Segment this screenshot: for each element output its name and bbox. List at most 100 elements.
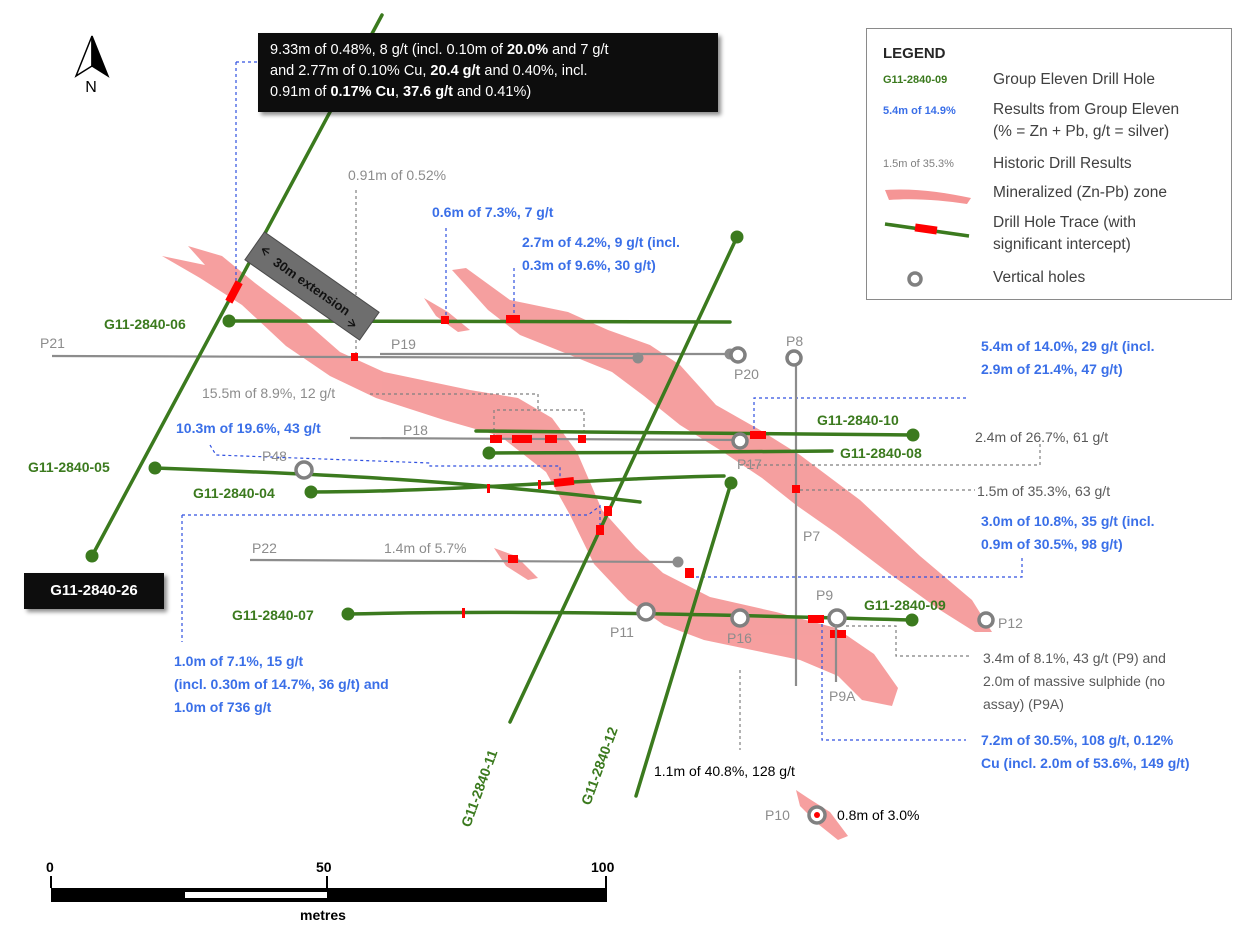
historic-result-h3: 2.4m of 26.7%, 61 g/t: [975, 429, 1108, 445]
intercept-12: [685, 568, 694, 578]
label-p48: P48: [262, 448, 287, 464]
label-p10: P10: [765, 807, 790, 823]
intercept-04-b: [487, 484, 490, 493]
result-r7-line1: 7.2m of 30.5%, 108 g/t, 0.12%: [981, 732, 1174, 748]
hole-g11-2840-07-trace: [346, 610, 914, 622]
legend-key-historic: 1.5m of 35.3%: [883, 158, 954, 170]
label-g11-2840-07: G11-2840-07: [232, 607, 314, 623]
historic-result-h8: 0.8m of 3.0%: [837, 807, 920, 823]
vertical-hole-p9: [827, 608, 847, 628]
legend-desc-historic: Historic Drill Results: [993, 155, 1132, 172]
historic-result-h2: 15.5m of 8.9%, 12 g/t: [202, 385, 335, 401]
intercept-11-a: [604, 506, 612, 516]
label-g11-2840-04: G11-2840-04: [193, 485, 275, 501]
historic-result-h6-line2: 2.0m of massive sulphide (no: [983, 673, 1165, 689]
drill-trace-swatch-icon: [884, 222, 970, 238]
vertical-hole-p11: [636, 602, 656, 622]
collar-g11-2840-11: [730, 230, 744, 244]
vertical-holes: [294, 346, 995, 825]
hole-p22-trace: [249, 558, 679, 564]
intercept-10: [750, 431, 766, 439]
label-p18: P18: [403, 422, 428, 438]
callout-line-3: 0.91m of 0.17% Cu, 37.6 g/t and 0.41%): [270, 84, 532, 100]
intercept-p9a: [830, 630, 846, 638]
historic-result-h4: 1.5m of 35.3%, 63 g/t: [977, 483, 1110, 499]
collar-g11-2840-10: [906, 428, 920, 442]
vertical-hole-p17: [731, 432, 749, 450]
callout-line-2: and 2.77m of 0.10% Cu, 20.4 g/t and 0.40…: [270, 63, 588, 79]
scale-bar: [50, 876, 607, 902]
legend-desc-mineralized: Mineralized (Zn-Pb) zone: [993, 184, 1168, 201]
intercept-p18-a: [490, 435, 502, 443]
label-p8: P8: [786, 333, 803, 349]
result-r7-line2: Cu (incl. 2.0m of 53.6%, 149 g/t): [981, 755, 1190, 771]
label-p12: P12: [998, 615, 1023, 631]
legend-desc-vertical: Vertical holes: [993, 269, 1086, 286]
label-g11-2840-05: G11-2840-05: [28, 459, 110, 475]
scale-tick-0: 0: [46, 859, 54, 875]
legend-desc-results-2: (% = Zn + Pb, g/t = silver): [993, 123, 1170, 140]
mineralized-zones: [162, 246, 992, 840]
collar-g11-2840-05: [148, 461, 162, 475]
hole-g11-2840-12-trace: [634, 481, 733, 798]
p10-intercept-dot: [814, 812, 820, 818]
vertical-hole-p16: [730, 608, 750, 628]
hole-g11-2840-05-trace: [153, 466, 642, 504]
intercept-04-a: [553, 476, 575, 488]
significant-intercepts: [225, 280, 846, 638]
mineralized-zone-west: [162, 246, 898, 706]
callout-g11-2840-26-label: G11-2840-26: [24, 573, 164, 609]
label-p7: P7: [803, 528, 820, 544]
collar-g11-2840-26: [85, 549, 99, 563]
collar-g11-2840-07: [341, 607, 355, 621]
legend-desc-drill-trace-1: Drill Hole Trace (with: [993, 214, 1136, 231]
result-r6-line2: (incl. 0.30m of 14.7%, 36 g/t) and: [174, 676, 389, 692]
intercept-06-b: [441, 316, 449, 324]
north-arrow-icon: N: [74, 35, 110, 96]
label-p20: P20: [734, 366, 759, 382]
legend-key-drill-hole: G11-2840-09: [883, 74, 948, 86]
collar-p21-end: [632, 352, 644, 364]
historic-result-h7: 1.1m of 40.8%, 128 g/t: [654, 763, 795, 779]
result-leader-lines: [181, 61, 1023, 741]
hole-g11-2840-10-trace: [474, 429, 915, 437]
mineralized-zone-sliver-1: [424, 298, 470, 332]
collar-g11-2840-12: [724, 476, 738, 490]
label-p9a: P9A: [829, 688, 856, 704]
hole-p21-trace: [51, 354, 641, 360]
intercept-p7: [792, 485, 800, 493]
result-r5-line1: 3.0m of 10.8%, 35 g/t (incl.: [981, 513, 1155, 529]
group-eleven-collars: [85, 230, 920, 627]
intercept-09: [808, 615, 824, 623]
scale-tick-100: 100: [591, 859, 615, 875]
label-g11-2840-10: G11-2840-10: [817, 412, 899, 428]
legend-desc-drill-trace-2: significant intercept): [993, 236, 1131, 253]
hole-g11-2840-04-trace: [309, 474, 726, 494]
north-label: N: [85, 79, 97, 96]
result-r2-line2: 0.3m of 9.6%, 30 g/t): [522, 257, 656, 273]
historic-drill-traces: [51, 352, 798, 686]
hole-g11-2840-06-trace: [227, 319, 732, 324]
mineralized-zone-swatch-icon: [885, 189, 971, 204]
collar-g11-2840-04: [304, 485, 318, 499]
legend-desc-results-1: Results from Group Eleven: [993, 101, 1180, 118]
scale-unit: metres: [300, 907, 346, 923]
vertical-hole-icon: [907, 271, 923, 287]
result-r2-line1: 2.7m of 4.2%, 9 g/t (incl.: [522, 234, 680, 250]
vertical-hole-p8: [785, 349, 803, 367]
result-r1: 0.6m of 7.3%, 7 g/t: [432, 204, 554, 220]
intercept-06-a: [225, 280, 243, 304]
hole-g11-2840-11-trace: [508, 235, 739, 724]
vertical-hole-p20: [729, 346, 747, 364]
legend-desc-drill-hole: Group Eleven Drill Hole: [993, 71, 1155, 88]
intercept-06-c: [506, 315, 520, 323]
label-p21: P21: [40, 335, 65, 351]
intercept-p22: [508, 555, 518, 563]
result-r3: 10.3m of 19.6%, 43 g/t: [176, 420, 321, 436]
historic-result-h5: 1.4m of 5.7%: [384, 540, 467, 556]
label-p11: P11: [610, 624, 634, 640]
legend: LEGEND G11-2840-09 Group Eleven Drill Ho…: [866, 28, 1232, 300]
collar-g11-2840-08: [482, 446, 496, 460]
intercept-p18-d: [578, 435, 586, 443]
collar-p22-end: [672, 556, 684, 568]
